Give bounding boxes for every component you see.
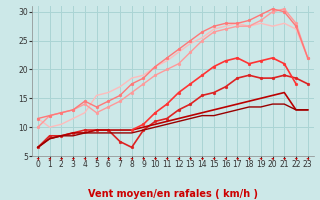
X-axis label: Vent moyen/en rafales ( km/h ): Vent moyen/en rafales ( km/h )	[88, 189, 258, 199]
